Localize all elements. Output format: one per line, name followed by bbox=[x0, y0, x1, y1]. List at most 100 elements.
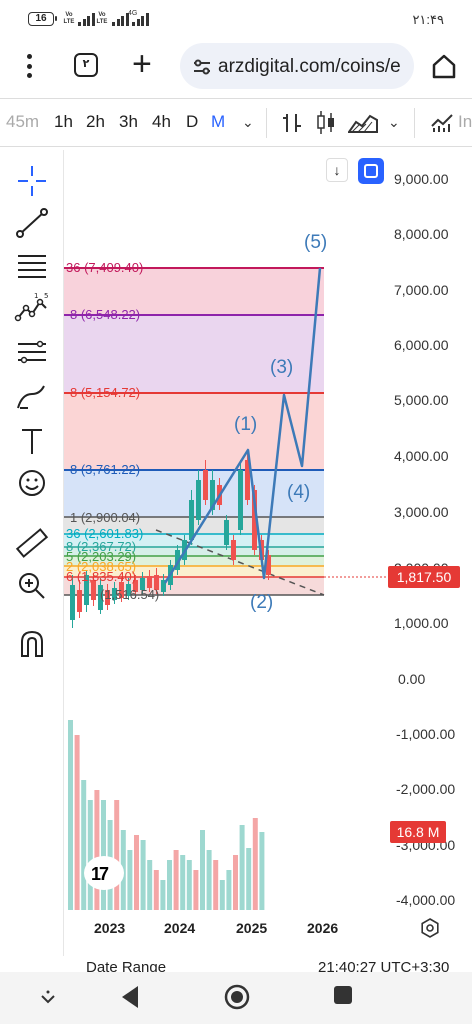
volume-bar bbox=[259, 832, 265, 910]
brush-icon[interactable] bbox=[14, 380, 50, 414]
tf-month[interactable]: M bbox=[211, 112, 226, 131]
volume-bar bbox=[147, 860, 153, 910]
candle-body bbox=[126, 584, 131, 596]
volume-tag: 16.8 M bbox=[390, 821, 446, 843]
volume-bar bbox=[252, 818, 258, 910]
wave-label-2: (2) bbox=[250, 592, 274, 613]
utc-time: 21:40:27 UTC+3:30 bbox=[318, 959, 450, 972]
fib-label: 5 (2,203.29) bbox=[66, 549, 137, 564]
time-axis-label: 2025 bbox=[236, 920, 268, 936]
divider bbox=[0, 146, 472, 147]
candle-body bbox=[210, 480, 215, 510]
zoom-in-icon[interactable] bbox=[14, 568, 50, 602]
volume-bar bbox=[226, 870, 232, 910]
candle-body bbox=[91, 580, 96, 600]
trend-line-icon[interactable] bbox=[14, 206, 50, 240]
wave-label-5: (5) bbox=[304, 232, 328, 253]
candle-body bbox=[119, 582, 124, 598]
volume-bar bbox=[87, 800, 93, 910]
tf-45m[interactable]: 45m bbox=[6, 112, 40, 131]
home-nav-icon[interactable] bbox=[224, 984, 250, 1010]
tf-3h[interactable]: 3h bbox=[119, 112, 138, 131]
ruler-icon[interactable] bbox=[14, 526, 50, 560]
indicators-icon[interactable] bbox=[430, 112, 454, 134]
horizontal-lines-icon[interactable] bbox=[14, 250, 50, 284]
fib-retracement-icon[interactable] bbox=[14, 336, 50, 370]
tf-day[interactable]: D bbox=[186, 112, 199, 131]
dashed-trend-line bbox=[155, 529, 325, 596]
volume-bar bbox=[153, 870, 159, 910]
volume-bar bbox=[219, 880, 225, 910]
price-chart[interactable] bbox=[64, 150, 472, 965]
home-icon[interactable] bbox=[430, 52, 458, 80]
browser-toolbar: ٢ + arzdigital.com/coins/e bbox=[0, 38, 472, 96]
candlestick-icon[interactable] bbox=[316, 110, 336, 136]
volume-bar bbox=[140, 840, 146, 910]
candle-body bbox=[238, 470, 243, 530]
magnet-icon[interactable] bbox=[14, 628, 50, 662]
candle-body bbox=[112, 588, 117, 600]
candle-body bbox=[252, 490, 257, 550]
svg-text:5: 5 bbox=[44, 292, 48, 300]
divider bbox=[414, 108, 415, 138]
bar-chart-type-icon[interactable] bbox=[282, 112, 302, 134]
tf-1h[interactable]: 1h bbox=[54, 112, 73, 131]
candle-body bbox=[84, 575, 89, 605]
volume-bar bbox=[246, 848, 252, 910]
svg-text:1: 1 bbox=[34, 292, 38, 300]
candle-body bbox=[105, 590, 110, 605]
candle-body bbox=[175, 550, 180, 570]
battery-level: 16 bbox=[35, 13, 47, 24]
tf-2h[interactable]: 2h bbox=[86, 112, 105, 131]
emoji-icon[interactable] bbox=[14, 466, 50, 500]
nav-collapse-icon[interactable] bbox=[38, 988, 58, 1008]
gear-icon[interactable] bbox=[420, 918, 440, 938]
url-text[interactable]: arzdigital.com/coins/e bbox=[218, 56, 401, 77]
time-axis-label: 2026 bbox=[307, 920, 339, 936]
tf-indicators-label[interactable]: In bbox=[458, 112, 472, 131]
url-bar[interactable]: arzdigital.com/coins/e bbox=[180, 43, 414, 89]
status-clock: ۲۱:۴۹ bbox=[412, 12, 444, 27]
new-tab-plus-icon[interactable]: + bbox=[132, 45, 152, 83]
volume-bar bbox=[127, 850, 133, 910]
fib-zone bbox=[64, 315, 324, 393]
area-chart-icon[interactable] bbox=[348, 112, 378, 134]
price-axis-label: -2,000.00 bbox=[396, 781, 456, 797]
signal-icon-2 bbox=[112, 12, 129, 26]
volume-bar bbox=[81, 780, 87, 910]
price-axis-label: 8,000.00 bbox=[394, 226, 449, 242]
battery-icon: 16 bbox=[28, 12, 57, 26]
candle-body bbox=[133, 580, 138, 592]
fullscreen-button[interactable] bbox=[358, 158, 384, 184]
tf-4h[interactable]: 4h bbox=[152, 112, 171, 131]
crosshair-icon[interactable] bbox=[14, 164, 50, 198]
back-icon[interactable] bbox=[118, 984, 142, 1010]
tradingview-logo[interactable]: 17 bbox=[84, 856, 124, 890]
candle-body bbox=[189, 500, 194, 540]
tab-switcher-button[interactable]: ٢ bbox=[74, 53, 98, 77]
candle-body bbox=[196, 480, 201, 520]
text-tool-icon[interactable] bbox=[14, 424, 50, 458]
price-axis-label: 4,000.00 bbox=[394, 448, 449, 464]
candle-body bbox=[98, 585, 103, 610]
volume-bar bbox=[239, 825, 245, 910]
volume-bar bbox=[206, 850, 212, 910]
chevron-down-icon[interactable]: ⌄ bbox=[388, 114, 400, 130]
status-bar: 16 Vo LTE Vo LTE 4G ۲۱:۴۹ bbox=[0, 0, 472, 38]
candle-body bbox=[77, 590, 82, 612]
candle-body bbox=[203, 470, 208, 500]
recents-icon[interactable] bbox=[332, 984, 354, 1006]
volume-bar bbox=[180, 855, 186, 910]
scroll-to-latest-button[interactable]: ↓ bbox=[326, 158, 348, 182]
chart-canvas[interactable] bbox=[64, 150, 472, 965]
chevron-down-icon[interactable]: ⌄ bbox=[242, 114, 254, 130]
site-settings-icon[interactable] bbox=[192, 59, 212, 75]
candle-body bbox=[245, 460, 250, 500]
date-range-button[interactable]: Date Range bbox=[86, 959, 167, 972]
volume-bars bbox=[68, 720, 265, 910]
price-axis-label: 3,000.00 bbox=[394, 504, 449, 520]
kebab-menu-icon[interactable] bbox=[22, 54, 36, 78]
fib-label: 8 (6,548.22) bbox=[70, 307, 141, 322]
